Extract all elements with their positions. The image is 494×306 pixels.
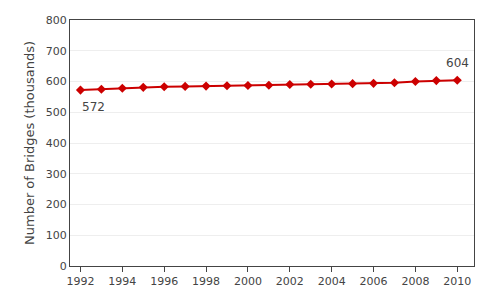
svg-text:100: 100 <box>46 229 67 242</box>
svg-text:700: 700 <box>46 45 67 58</box>
svg-text:1992: 1992 <box>66 275 94 288</box>
svg-text:604: 604 <box>446 56 469 70</box>
svg-text:1994: 1994 <box>108 275 136 288</box>
svg-text:600: 600 <box>46 75 67 88</box>
svg-text:500: 500 <box>46 106 67 119</box>
svg-text:2010: 2010 <box>443 275 471 288</box>
svg-text:400: 400 <box>46 137 67 150</box>
svg-text:1998: 1998 <box>192 275 220 288</box>
svg-text:2002: 2002 <box>276 275 304 288</box>
svg-text:2000: 2000 <box>234 275 262 288</box>
svg-text:Number of Bridges (thousands): Number of Bridges (thousands) <box>22 41 37 245</box>
svg-text:2008: 2008 <box>401 275 429 288</box>
svg-text:2006: 2006 <box>360 275 388 288</box>
svg-text:0: 0 <box>60 260 67 273</box>
svg-text:572: 572 <box>82 100 105 114</box>
svg-text:300: 300 <box>46 168 67 181</box>
svg-text:800: 800 <box>46 14 67 27</box>
svg-text:2004: 2004 <box>318 275 346 288</box>
svg-text:200: 200 <box>46 198 67 211</box>
svg-text:1996: 1996 <box>150 275 178 288</box>
